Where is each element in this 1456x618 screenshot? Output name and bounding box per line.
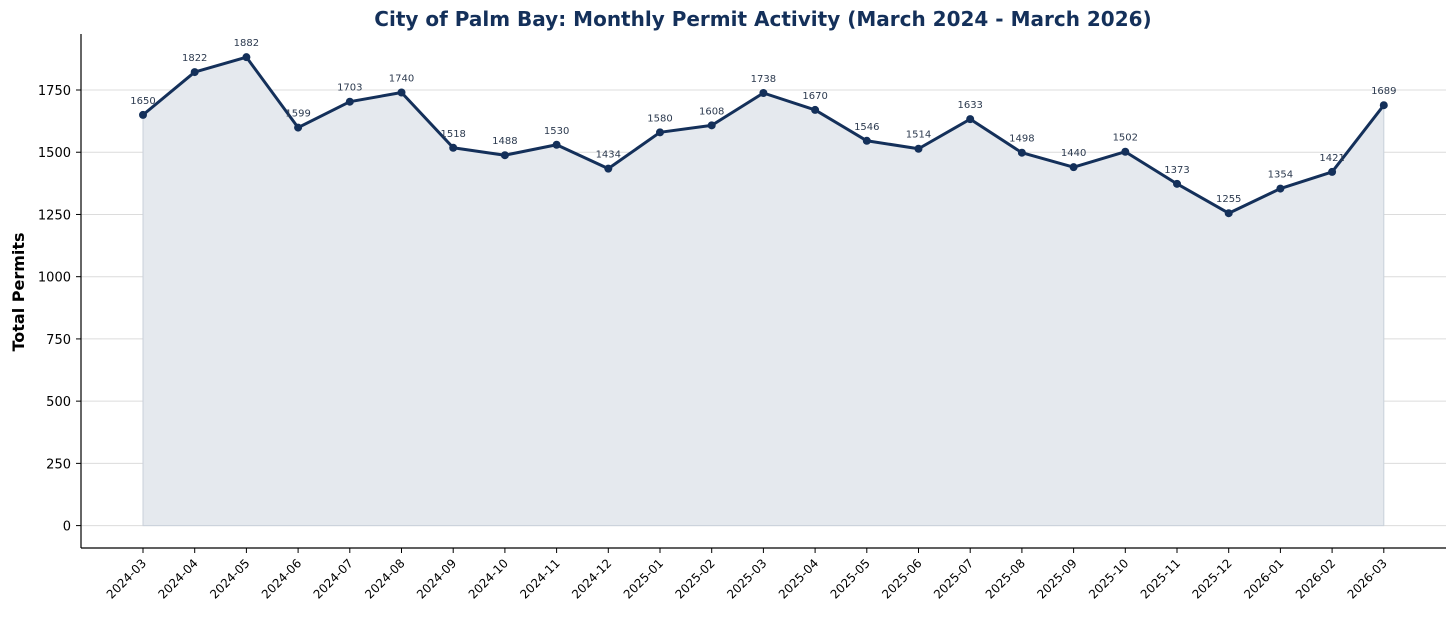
data-point <box>656 128 664 137</box>
x-tick-label: 2024-10 <box>466 556 511 601</box>
data-point <box>1224 209 1233 218</box>
x-tick-label: 2024-06 <box>259 556 304 601</box>
series-area <box>142 56 1385 527</box>
data-point <box>1121 147 1130 156</box>
data-point <box>759 88 768 97</box>
data-label: 1650 <box>130 96 155 107</box>
x-tick-label: 2024-07 <box>311 556 356 601</box>
data-label: 1373 <box>1164 165 1189 176</box>
x-tick-label: 2026-03 <box>1345 556 1390 601</box>
data-point <box>449 143 458 152</box>
x-tick-label: 2026-01 <box>1241 556 1286 601</box>
y-tick-label: 1500 <box>38 146 71 161</box>
x-tick-label: 2025-03 <box>724 556 769 601</box>
y-tick-label: 500 <box>46 395 71 410</box>
data-label: 1434 <box>596 150 621 161</box>
data-point <box>966 115 975 124</box>
data-label: 1689 <box>1371 86 1396 97</box>
x-tick-label: 2025-05 <box>828 556 873 601</box>
x-tick-label: 2025-07 <box>931 556 976 601</box>
x-tick-label: 2024-09 <box>414 556 459 601</box>
data-label: 1498 <box>1009 134 1034 145</box>
data-label: 1440 <box>1061 148 1086 159</box>
x-tick-label: 2025-04 <box>776 556 821 601</box>
data-label: 1738 <box>751 74 776 85</box>
x-tick-label: 2025-01 <box>621 556 666 601</box>
data-label: 1740 <box>389 73 414 84</box>
data-label: 1354 <box>1268 170 1293 181</box>
data-label: 1670 <box>802 91 827 102</box>
x-tick-label: 2026-02 <box>1293 556 1338 601</box>
data-label: 1608 <box>699 106 724 117</box>
x-tick-label: 2024-03 <box>104 556 149 601</box>
data-label: 1255 <box>1216 194 1241 205</box>
x-tick-label: 2025-06 <box>879 556 924 601</box>
y-tick-label: 750 <box>46 333 71 348</box>
x-tick-label: 2025-08 <box>983 556 1028 601</box>
data-points <box>139 53 1388 218</box>
data-point <box>707 121 716 130</box>
data-label: 1546 <box>854 122 879 133</box>
data-label: 1633 <box>957 100 982 111</box>
x-tick-label: 2025-09 <box>1034 556 1079 601</box>
data-label: 1502 <box>1113 133 1138 144</box>
area-fill <box>142 56 1385 527</box>
x-tick-label: 2024-11 <box>517 556 562 601</box>
data-point <box>1017 148 1026 157</box>
data-point <box>1069 163 1078 172</box>
data-label: 1599 <box>285 109 310 120</box>
data-point <box>500 151 509 160</box>
data-labels: 1650 1822 1882 1599 1703 1740 1518 1488 1530 1434… <box>130 38 1396 205</box>
data-point <box>552 140 561 149</box>
data-point <box>345 97 354 106</box>
y-axis-label: Total Permits <box>9 232 28 351</box>
data-point <box>242 53 251 62</box>
data-label: 1488 <box>492 136 517 147</box>
x-tick-label: 2024-12 <box>569 556 614 601</box>
y-tick-label: 1000 <box>38 271 71 286</box>
data-point <box>862 136 871 145</box>
data-label: 1580 <box>647 113 672 124</box>
y-tick-label: 250 <box>46 457 71 472</box>
data-label: 1822 <box>182 53 207 64</box>
data-label: 1530 <box>544 126 569 137</box>
data-point <box>397 88 406 97</box>
x-tick-label: 2025-10 <box>1086 556 1131 601</box>
data-point <box>1379 101 1388 110</box>
x-tick-label: 2025-12 <box>1189 556 1234 601</box>
y-tick-label: 1250 <box>38 208 71 223</box>
data-label: 1421 <box>1319 153 1344 164</box>
x-tick-label: 2025-11 <box>1138 556 1183 601</box>
data-point <box>1328 167 1337 176</box>
x-tick-label: 2025-02 <box>672 556 717 601</box>
y-tick-label: 1750 <box>38 84 71 99</box>
data-point <box>139 110 147 119</box>
data-point <box>294 123 303 132</box>
data-label: 1518 <box>440 129 465 140</box>
x-tick-label: 2024-08 <box>362 556 407 601</box>
data-point <box>1173 179 1181 188</box>
x-tick-label: 2024-05 <box>207 556 252 601</box>
data-point <box>1276 184 1285 193</box>
chart-title: City of Palm Bay: Monthly Permit Activit… <box>374 7 1151 31</box>
data-point <box>811 105 820 114</box>
data-point <box>914 144 923 153</box>
data-point <box>190 68 199 77</box>
y-tick-label: 0 <box>63 520 71 535</box>
x-tick-label: 2024-04 <box>155 556 200 601</box>
data-label: 1882 <box>234 38 259 49</box>
data-label: 1514 <box>906 130 931 141</box>
data-label: 1703 <box>337 83 362 94</box>
data-point <box>604 164 613 173</box>
